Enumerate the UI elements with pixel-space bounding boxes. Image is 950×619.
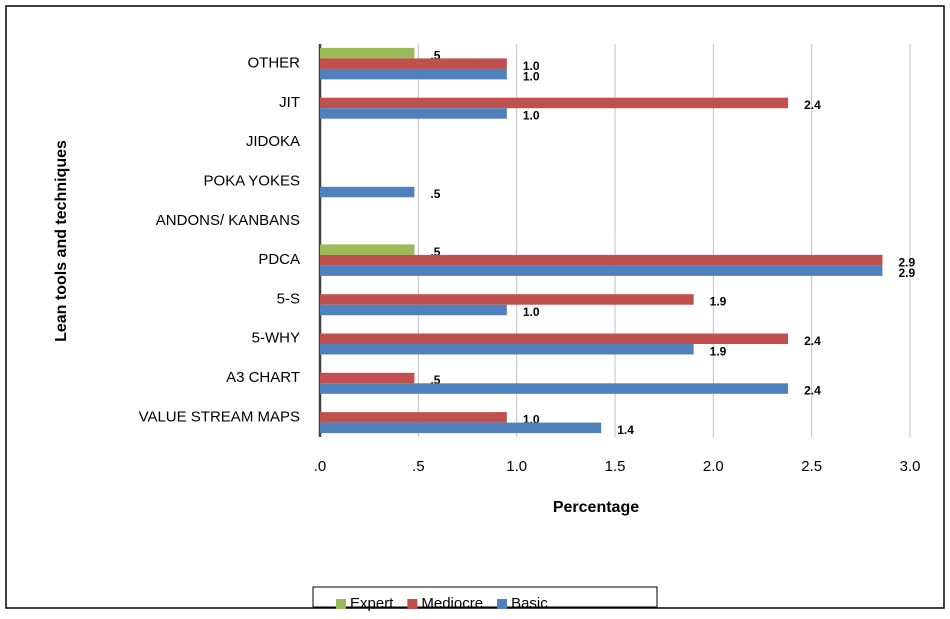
legend-label: Basic — [511, 595, 548, 612]
value-label: .5 — [430, 48, 440, 62]
x-tick-label: 2.0 — [703, 458, 724, 475]
bar — [320, 58, 507, 69]
x-tick-label: 1.5 — [605, 458, 626, 475]
y-axis-title: Lean tools and techniques — [53, 140, 70, 342]
legend-swatch — [407, 599, 418, 609]
bar — [320, 333, 789, 344]
bar — [320, 265, 883, 276]
value-label: 2.9 — [898, 266, 915, 280]
value-label: 1.0 — [523, 305, 540, 319]
y-tick-label: PDCA — [258, 251, 300, 268]
bar — [320, 68, 507, 80]
bar — [320, 304, 507, 316]
value-label: 2.4 — [804, 98, 821, 112]
bar — [320, 412, 507, 423]
bar — [320, 108, 507, 119]
bar — [320, 97, 789, 109]
x-tick-label: .5 — [412, 458, 425, 475]
x-tick-label: 2.5 — [801, 458, 822, 475]
value-label: 1.0 — [523, 59, 540, 73]
x-tick-label: .0 — [314, 458, 327, 475]
value-label: 1.0 — [523, 69, 540, 83]
y-tick-label: ANDONS/ KANBANS — [156, 212, 300, 229]
legend-label: Mediocre — [421, 595, 483, 612]
legend-label: Expert — [350, 595, 394, 612]
bar — [320, 47, 415, 59]
x-tick-label: 3.0 — [900, 458, 921, 475]
y-tick-label: A3 CHART — [226, 369, 300, 386]
value-label: 2.4 — [804, 384, 821, 398]
bar — [320, 254, 883, 266]
value-label: 1.4 — [617, 423, 634, 437]
value-label: 2.9 — [898, 255, 915, 269]
bar — [320, 383, 789, 394]
y-tick-label: 5-WHY — [252, 330, 300, 347]
bar — [320, 186, 415, 198]
value-label: 1.9 — [710, 295, 727, 309]
value-label: .5 — [430, 187, 440, 201]
y-tick-label: JIDOKA — [246, 133, 300, 150]
bar — [320, 244, 415, 255]
y-tick-label: 5-S — [277, 290, 300, 307]
bar — [320, 422, 602, 434]
legend-swatch — [336, 599, 346, 609]
x-tick-label: 1.0 — [506, 458, 527, 475]
x-axis-title: Percentage — [553, 499, 639, 516]
legend-swatch — [497, 599, 508, 609]
y-tick-label: JIT — [279, 94, 300, 111]
value-label: 1.0 — [523, 109, 540, 123]
value-label: .5 — [430, 373, 440, 387]
value-label: 2.4 — [804, 334, 821, 348]
bar — [320, 372, 415, 384]
y-tick-label: VALUE STREAM MAPS — [139, 408, 300, 425]
value-label: 1.9 — [710, 344, 727, 358]
bar — [320, 344, 694, 355]
value-label: .5 — [430, 245, 440, 259]
legend-box — [312, 586, 658, 608]
bar — [320, 294, 694, 305]
y-tick-label: OTHER — [248, 55, 301, 72]
y-tick-label: POKA YOKES — [204, 173, 300, 190]
